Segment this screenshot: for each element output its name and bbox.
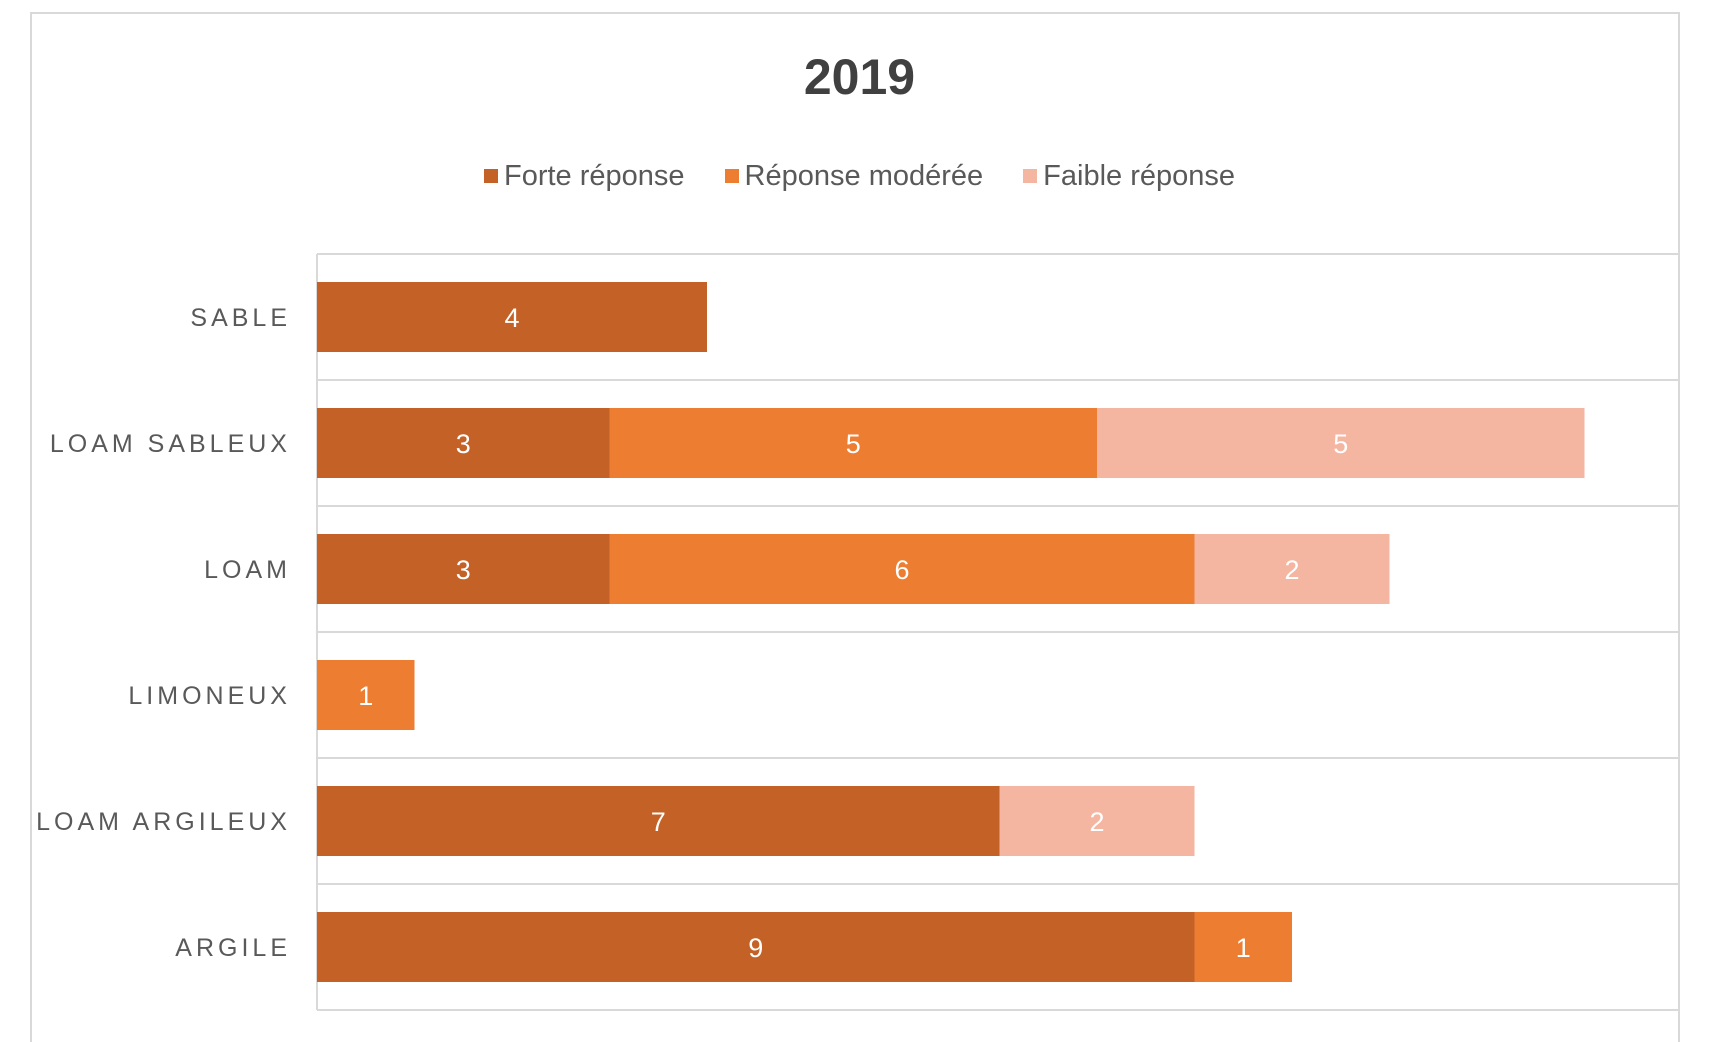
legend-swatch: [1023, 169, 1038, 183]
data-label: 9: [748, 933, 763, 963]
bar-segment: [317, 786, 1000, 856]
legend-swatch: [724, 169, 739, 183]
legend-swatch: [484, 169, 498, 183]
category-label: ARGILE: [175, 934, 291, 962]
data-label: 2: [1089, 807, 1104, 837]
data-label: 5: [1333, 429, 1348, 459]
legend-label: Faible réponse: [1043, 159, 1235, 192]
legend-label: Réponse modérée: [744, 159, 984, 192]
data-label: 5: [846, 429, 861, 459]
bar-segment: [317, 282, 707, 352]
category-label: LOAM: [204, 556, 291, 584]
category-label: LOAM SABLEUX: [50, 430, 291, 458]
bar-segment: [1097, 408, 1585, 478]
legend-item: Faible réponse: [1023, 160, 1235, 193]
chart-legend: Forte réponse Réponse modérée Faible répon…: [0, 158, 1719, 193]
bar-segment: [317, 660, 415, 730]
data-label: 4: [504, 303, 519, 333]
category-label: SABLE: [190, 304, 291, 332]
category-label: LOAM ARGILEUX: [36, 808, 291, 836]
data-label: 1: [1236, 933, 1251, 963]
data-label: 6: [894, 555, 909, 585]
legend-item: Réponse modérée: [724, 159, 984, 193]
bar-segment: [317, 534, 610, 604]
data-label: 1: [358, 681, 373, 711]
chart-frame: [30, 12, 1680, 1042]
bar-segment: [1194, 534, 1390, 604]
category-label: LIMONEUX: [128, 682, 291, 710]
bar-segment: [609, 534, 1195, 604]
bar-segment: [609, 408, 1097, 478]
data-label: 3: [456, 555, 471, 585]
bar-segment: [1194, 912, 1292, 982]
legend-label: Forte réponse: [504, 159, 685, 192]
bar-segment: [999, 786, 1195, 856]
chart-title: 2019: [803, 49, 916, 105]
data-label: 2: [1284, 555, 1299, 585]
bar-segment: [317, 912, 1195, 982]
bar-segment: [317, 408, 610, 478]
data-label: 3: [456, 429, 471, 459]
data-label: 7: [651, 807, 666, 837]
legend-item: Forte réponse: [484, 160, 685, 193]
